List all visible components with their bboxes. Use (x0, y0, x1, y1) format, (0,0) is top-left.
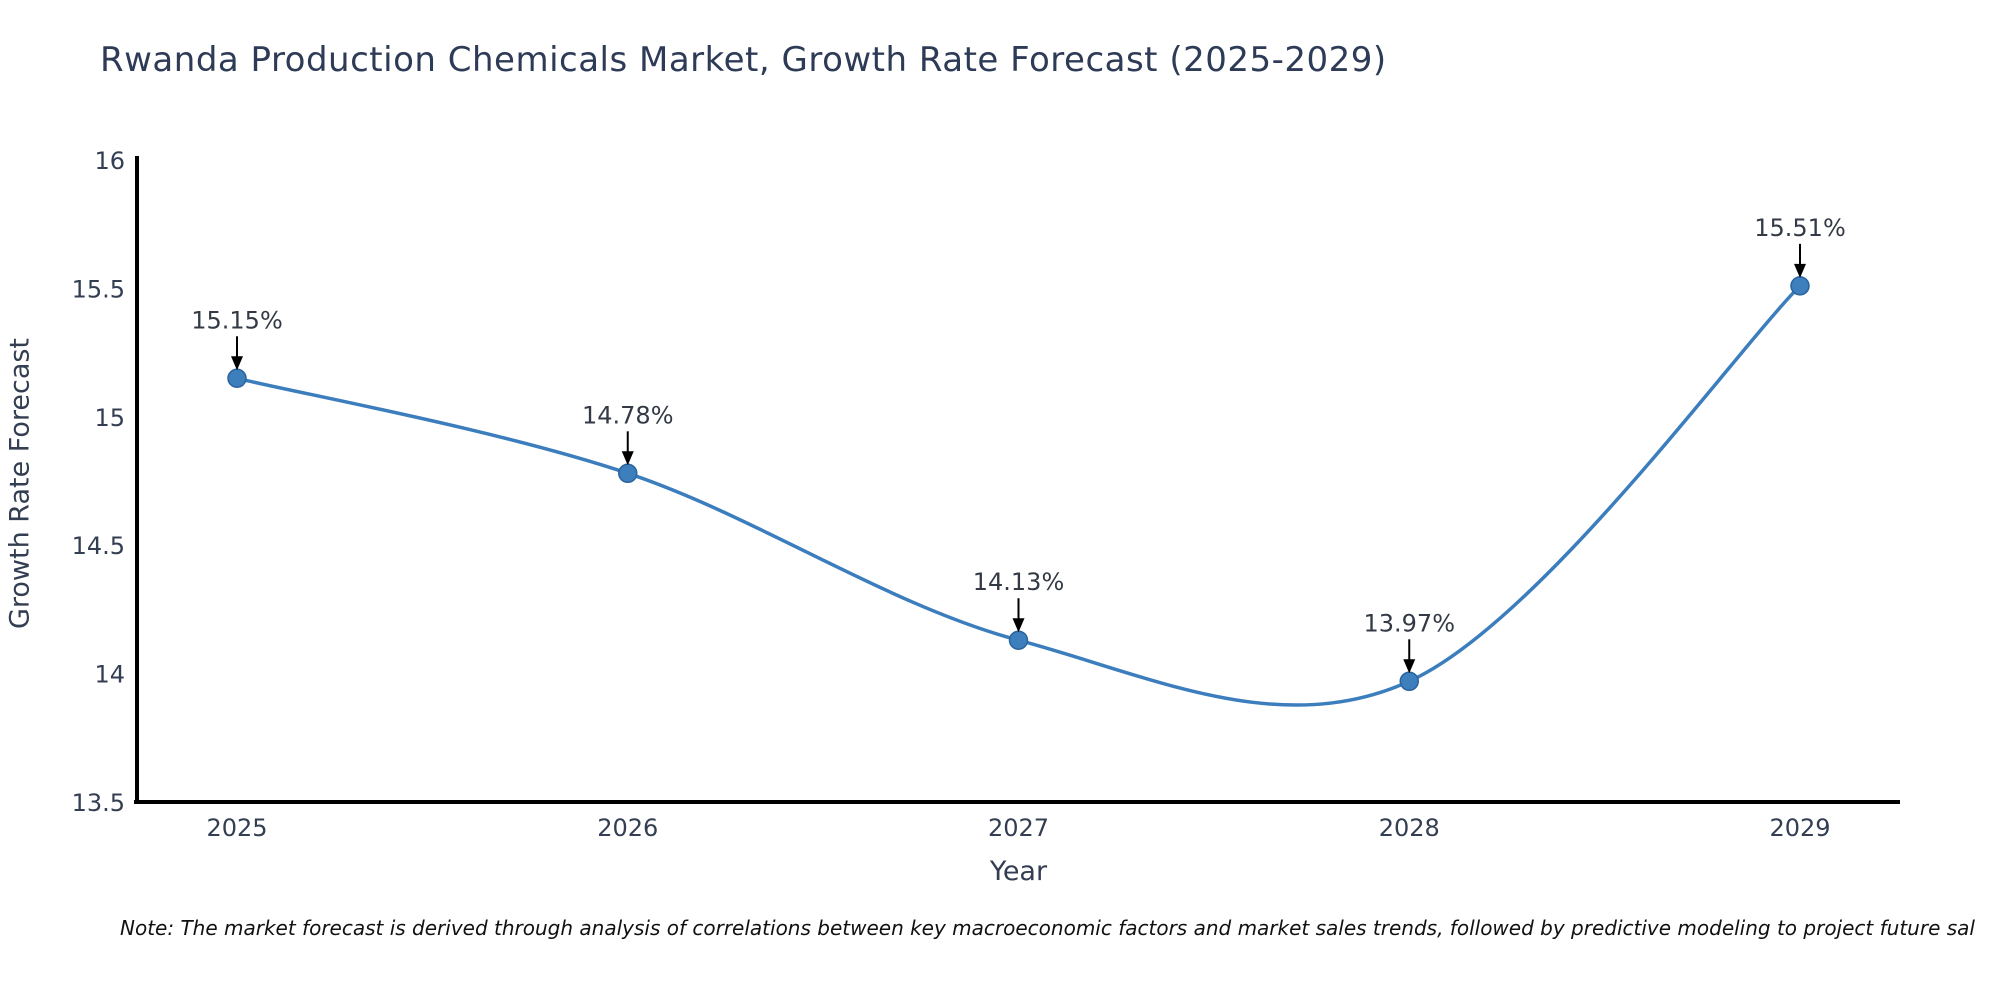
annotation-arrowhead (231, 356, 243, 371)
x-tick-label: 2025 (206, 814, 267, 842)
data-point-label: 13.97% (1363, 609, 1455, 637)
forecast-curve (235, 284, 1802, 707)
data-point-label: 14.78% (582, 401, 674, 429)
y-axis-title: Growth Rate Forecast (4, 337, 36, 630)
annotation-arrowhead (1403, 659, 1416, 674)
x-tick-label: 2027 (988, 814, 1049, 842)
annotation-arrowhead (1794, 263, 1806, 278)
data-point-label: 14.13% (973, 568, 1065, 596)
x-tick-label: 2028 (1379, 814, 1440, 842)
annotation-arrowhead (621, 451, 634, 466)
y-tick-label: 15 (94, 404, 125, 432)
data-point-label: 15.51% (1754, 214, 1846, 242)
y-tick-label: 14 (94, 661, 125, 689)
chart-title: Rwanda Production Chemicals Market, Grow… (100, 40, 1387, 80)
data-point-marker (1399, 671, 1419, 692)
data-point-marker (1790, 276, 1810, 296)
data-point-marker (227, 368, 247, 389)
y-tick-label: 14.5 (72, 532, 125, 560)
x-tick-label: 2029 (1769, 814, 1830, 842)
data-point-marker (618, 463, 638, 484)
y-tick-label: 16 (94, 147, 125, 175)
data-point-label: 15.15% (191, 306, 283, 334)
y-tick-label: 15.5 (72, 275, 125, 303)
data-point-marker (1008, 630, 1029, 650)
x-axis-title: Year (989, 856, 1048, 887)
footnote: Note: The market forecast is derived thr… (120, 916, 1975, 940)
x-tick-label: 2026 (597, 814, 658, 842)
annotation-arrowhead (1012, 618, 1025, 633)
y-tick-label: 13.5 (72, 789, 125, 817)
